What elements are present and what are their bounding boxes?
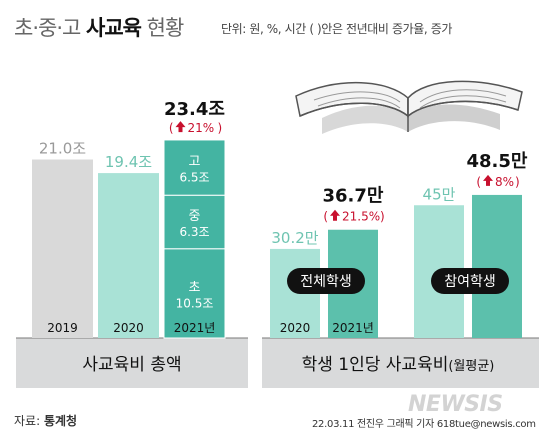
bar-participating-2021	[472, 194, 522, 338]
category-label-2019: 2019	[47, 321, 78, 335]
segment-name-high: 고	[189, 155, 201, 170]
up-arrow-icon	[175, 121, 186, 133]
bar-2021-segment-middle	[163, 194, 226, 250]
value-label-participating-2020: 45만	[423, 185, 456, 203]
category-label-2021: 2021년	[332, 321, 374, 335]
left-chart-title: 사교육비 총액	[82, 355, 181, 375]
category-label-2021: 2021년	[174, 321, 216, 335]
up-arrow-icon	[483, 174, 493, 186]
unit-note: 단위: 원, %, 시간 ( )안은 전년대비 증가율, 증가	[221, 22, 453, 36]
book-icon	[295, 80, 523, 134]
group-label-all-students: 전체학생	[300, 274, 352, 290]
value-label-2021: 23.4조	[164, 99, 225, 120]
change-paren-open: (	[169, 121, 174, 135]
segment-value-middle: 6.3조	[179, 225, 209, 239]
group-pill-all-students	[287, 268, 365, 294]
value-label-all-2020: 30.2만	[271, 229, 318, 247]
bar-2021-segment-high	[163, 139, 226, 196]
source-name: 통계청	[43, 414, 78, 428]
group-pill-participating	[431, 268, 509, 294]
change-paren-open: (	[476, 175, 481, 189]
header: 초·중·고 사교육 현황 단위: 원, %, 시간 ( )안은 전년대비 증가율…	[0, 0, 550, 56]
source-note: 자료: 통계청	[14, 412, 77, 429]
group-label-participating: 참여학생	[444, 274, 496, 290]
value-label-participating-2021: 48.5만	[467, 151, 528, 172]
category-label-2020: 2020	[113, 321, 144, 335]
value-label-2020: 19.4조	[105, 153, 152, 171]
bar-2021-segment-elementary	[163, 248, 226, 339]
change-text-total: 21%	[188, 121, 215, 135]
change-paren-close: )	[515, 175, 520, 189]
value-label-2019: 21.0조	[39, 140, 86, 158]
change-paren-close: )	[218, 121, 223, 135]
change-badge-all-students: ( 21.5% )	[323, 209, 385, 224]
source-label: 자료:	[14, 414, 44, 428]
right-panel-footer	[262, 338, 539, 388]
up-arrow-icon	[330, 209, 340, 221]
value-label-all-2021: 36.7만	[323, 186, 384, 207]
segment-name-middle: 중	[189, 209, 201, 224]
change-paren-open: (	[323, 210, 328, 224]
newsis-watermark: NEWSIS	[408, 392, 503, 417]
per-student-chart: 30.2만 36.7만 45만 48.5만 ( 21.5% ) ( 8% ) 전…	[270, 151, 528, 375]
right-chart-title-suffix: (월평균)	[448, 359, 494, 374]
right-chart-title-main: 학생 1인당 사교육비	[302, 355, 449, 375]
right-chart-title: 학생 1인당 사교육비(월평균)	[302, 355, 495, 375]
segment-value-high: 6.5조	[179, 171, 209, 185]
bar-2019	[32, 159, 93, 338]
total-spending-chart: 21.0조 19.4조 23.4조 ( 21% ) 초 10.5조 중 6.3조…	[32, 99, 226, 375]
title-part-3: 현황	[140, 16, 185, 40]
page-title: 초·중·고 사교육 현황	[14, 12, 185, 42]
change-badge-participating: ( 8% )	[476, 174, 520, 189]
segment-name-elementary: 초	[189, 280, 201, 295]
change-text-all-students: 21.5%	[342, 210, 380, 224]
credit-line: 22.03.11 전진우 그래픽 기자 618tue@newsis.com	[312, 419, 536, 430]
bar-2020	[98, 173, 159, 338]
left-panel-footer	[16, 338, 248, 388]
change-badge-total: ( 21% )	[169, 121, 222, 135]
segment-value-elementary: 10.5조	[176, 296, 214, 310]
title-part-1: 초·중·고	[14, 16, 86, 40]
title-part-2: 사교육	[86, 16, 142, 40]
change-text-participating: 8%	[495, 175, 514, 189]
change-paren-close: )	[380, 210, 385, 224]
category-label-2020: 2020	[280, 321, 311, 335]
